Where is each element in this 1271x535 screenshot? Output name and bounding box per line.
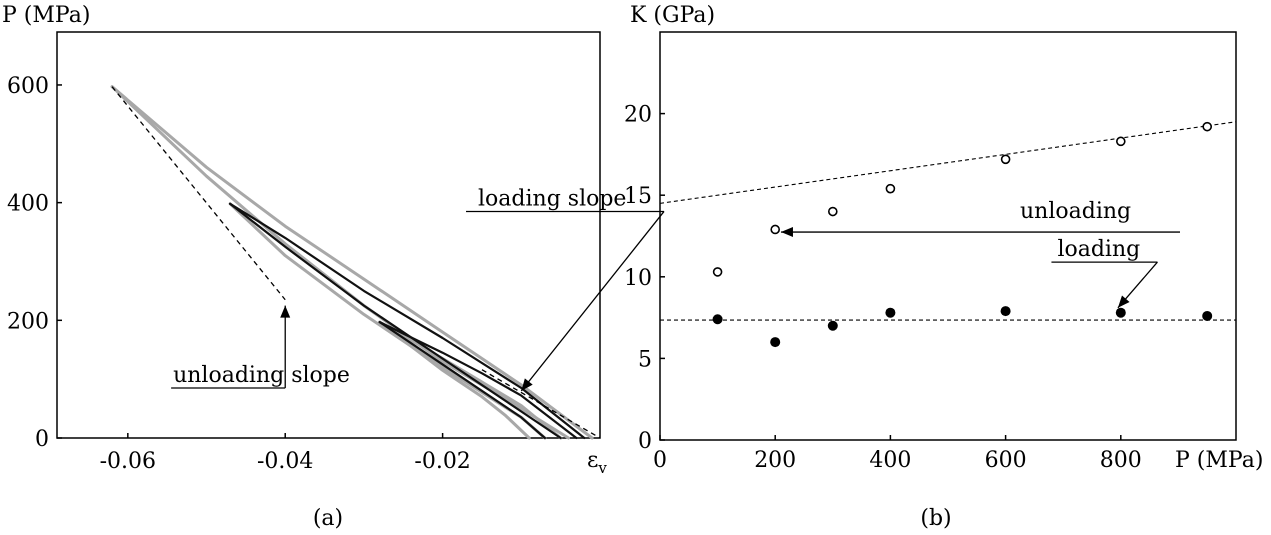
panel-a-cycle-curve-gray: [378, 320, 563, 440]
panel-a-y-axis-label: P (MPa): [2, 3, 90, 28]
panel-a-series: [110, 85, 594, 440]
panel-a-x-axis-label: εv: [587, 448, 607, 477]
panel-b-unloading-point: [1000, 154, 1011, 165]
panel-a-unloading-slope-arrowhead: [280, 305, 291, 318]
panel-b-unloading-point: [1116, 136, 1126, 147]
panel-b-x-axis-label: P (MPa): [1175, 448, 1263, 473]
panel-b-unloading-point: [770, 224, 781, 235]
panel-a-y-tick-label: 200: [7, 309, 49, 334]
panel-b-y-tick-label: 5: [638, 347, 652, 372]
panel-b-annotations: unloading loading: [780, 199, 1180, 309]
panel-b-y-tick-label: 20: [624, 103, 652, 128]
panel-b-unloading-arrowhead: [780, 227, 793, 238]
panel-b-y-tick-label: 15: [624, 184, 652, 209]
panel-a-x-tick-label: -0.04: [257, 449, 313, 474]
panel-b-loading-point: [1000, 306, 1011, 317]
panel-b-unloading-label: unloading: [1020, 199, 1131, 224]
panel-b-loading-point: [827, 320, 838, 331]
panel-b-y-axis-label: K (GPa): [630, 3, 715, 28]
panel-a-cycle-curve-black: [378, 321, 547, 440]
panel-a-x-axis-label-main: ε: [587, 448, 598, 473]
panel-b-fit-lines: [659, 121, 1237, 321]
panel-b-unloading-point: [885, 183, 896, 194]
panel-a-cycle-curve-black: [229, 202, 562, 440]
panel-b-unloading-point: [1202, 121, 1212, 132]
panel-a-cycle-curve-gray: [378, 320, 531, 440]
panel-a-x-axis-label-sub: v: [597, 459, 607, 477]
panel-a-annotations: loading slope unloading slope: [171, 186, 665, 392]
panel-a-ticks: 0 200 400 600 -0.06 -0.04 -0.02: [7, 74, 471, 474]
panel-b-x-tick-label: 600: [985, 448, 1027, 473]
panel-b-x-tick-label: 400: [869, 448, 911, 473]
panel-b-unloading-fit-line: [659, 121, 1237, 204]
panel-b-loading-point: [712, 314, 723, 325]
panel-a-loading-slope-arrowhead: [521, 378, 533, 391]
panel-a-y-tick-label: 600: [7, 74, 49, 99]
panel-b-unloading-point: [827, 206, 838, 217]
panel-b-x-tick-label: 800: [1100, 448, 1142, 473]
panel-a-unloading-slope-label: unloading slope: [173, 363, 350, 388]
panel-a-plot-frame: [56, 31, 601, 439]
panel-b-loading-point: [885, 307, 896, 318]
panel-a-x-tick-label: -0.06: [100, 449, 156, 474]
panel-b-y-tick-label: 0: [638, 429, 652, 454]
panel-b-caption: (b): [920, 506, 951, 531]
panel-a-x-tick-label: -0.02: [414, 449, 470, 474]
panel-a-y-tick-label: 0: [35, 427, 49, 452]
panel-b-x-tick-label: 200: [754, 448, 796, 473]
panel-a-loading-slope-arrow: [520, 211, 665, 392]
panel-b-loading-arrowhead: [1117, 295, 1130, 308]
panel-a-y-tick-label: 400: [7, 192, 49, 217]
panel-b-loading-label: loading: [1057, 237, 1140, 262]
panel-b-plot-frame: [659, 31, 1237, 441]
panel-a-cycle-curve-black: [378, 321, 578, 440]
panel-a-unloading-slope-line: [111, 86, 286, 301]
panel-a-loading-slope-label: loading slope: [478, 186, 626, 211]
panel-b-loading-point: [1115, 307, 1126, 318]
panel-a-reference-lines: [111, 86, 601, 439]
panel-b-loading-point: [1202, 310, 1213, 321]
panel-a-caption: (a): [313, 506, 343, 531]
panel-b-x-tick-label: 0: [653, 448, 667, 473]
panel-b-y-tick-label: 10: [624, 266, 652, 291]
panel-b-loading-point: [770, 337, 781, 348]
panel-b-series: [712, 121, 1213, 348]
panel-b-unloading-point: [712, 267, 723, 277]
panel-a-loading-slope-line: [481, 369, 601, 439]
panel-a-cycle-curve-gray: [110, 85, 594, 440]
panel-a-cycle-curve-black: [229, 202, 586, 440]
